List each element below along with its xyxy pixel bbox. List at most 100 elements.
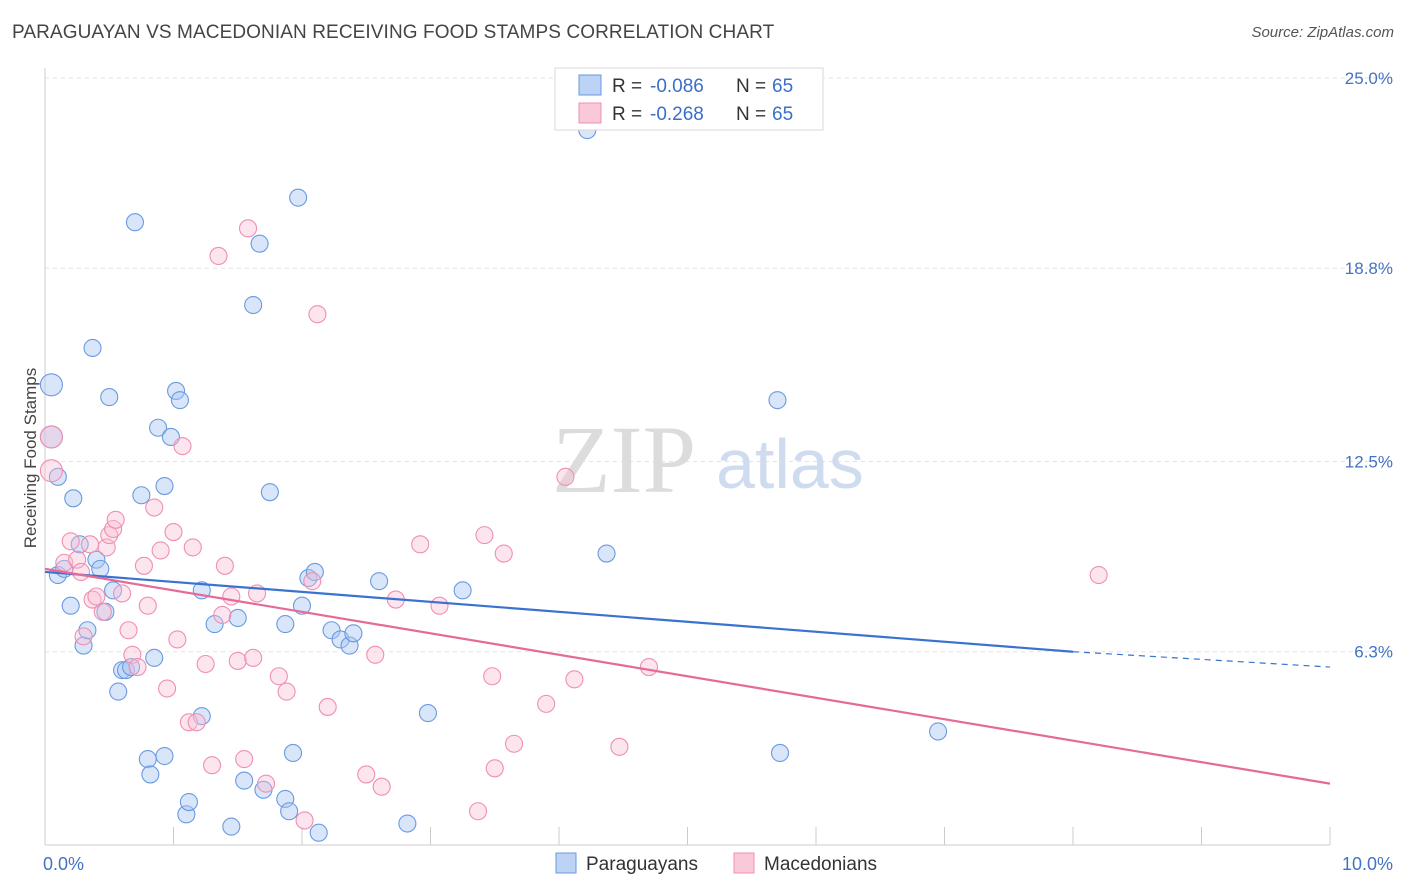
paraguayans-point-26 xyxy=(155,746,174,766)
y-axis-label: Receiving Food Stamps xyxy=(21,368,40,548)
y-tick-label-0: 6.3% xyxy=(1354,643,1393,662)
macedonians-point-48 xyxy=(357,765,376,784)
legend-r-label-2: R = xyxy=(612,104,642,125)
macedonians-point-50 xyxy=(372,777,391,796)
macedonians-point-32 xyxy=(209,246,228,265)
paraguayans-point-11 xyxy=(87,550,106,569)
macedonians-point-52 xyxy=(411,535,430,554)
paraguayans-point-58 xyxy=(418,704,437,723)
legend-n-value-1: 65 xyxy=(772,76,793,97)
macedonians-point-9 xyxy=(87,587,106,606)
legend-bottom: Paraguayans Macedonians xyxy=(555,852,877,875)
legend-top: R = -0.086 N = 65 R = -0.268 N = 65 xyxy=(554,67,824,131)
macedonians-point-53 xyxy=(430,596,449,615)
macedonians-point-34 xyxy=(215,556,234,575)
macedonians-point-29 xyxy=(187,713,206,732)
paraguayans-point-36 xyxy=(222,817,241,836)
macedonians-point-44 xyxy=(295,811,314,830)
macedonians-point-23 xyxy=(158,679,177,698)
macedonians-point-57 xyxy=(483,667,502,686)
paraguayans-point-21 xyxy=(132,486,151,505)
paraguayans-point-14 xyxy=(100,388,119,407)
legend-bottom-swatch-paraguayans xyxy=(555,852,577,874)
paraguayans-point-29 xyxy=(167,381,186,400)
macedonians-point-1 xyxy=(39,459,63,483)
macedonians-point-31 xyxy=(203,756,222,775)
paraguayans-point-43 xyxy=(276,615,295,634)
legend-n-label-2: N = xyxy=(736,104,766,125)
macedonians-point-7 xyxy=(80,535,100,554)
points-layer xyxy=(39,121,1108,842)
paraguayans-point-57 xyxy=(398,814,417,833)
macedonians-point-21 xyxy=(145,498,164,517)
paraguayans-point-24 xyxy=(145,648,164,667)
macedonians-point-58 xyxy=(494,544,513,563)
macedonians-point-63 xyxy=(610,737,629,756)
paraguayans-point-47 xyxy=(289,188,308,207)
watermark-zip: ZIP xyxy=(552,406,696,513)
legend-bottom-paraguayans: Paraguayans xyxy=(586,854,698,875)
paraguayans-point-50 xyxy=(309,823,328,842)
macedonians-point-47 xyxy=(318,697,337,716)
trend-line-paraguayans-extension xyxy=(1072,651,1331,668)
macedonians-point-62 xyxy=(565,670,584,689)
paraguayans-point-16 xyxy=(109,682,128,701)
legend-n-label-1: N = xyxy=(736,76,766,97)
macedonians-point-61 xyxy=(556,467,575,486)
paraguayans-point-8 xyxy=(74,636,93,655)
macedonians-point-65 xyxy=(1089,565,1108,585)
paraguayans-point-39 xyxy=(244,295,263,315)
paraguayans-point-40 xyxy=(250,234,269,253)
paraguayans-point-37 xyxy=(228,608,247,628)
x-tick-label-0: 0.0% xyxy=(43,854,84,874)
macedonians-point-5 xyxy=(71,562,91,581)
legend-bottom-macedonians: Macedonians xyxy=(764,854,877,875)
macedonians-point-10 xyxy=(93,602,112,621)
macedonians-point-38 xyxy=(238,219,258,238)
paraguayans-point-56 xyxy=(370,572,389,591)
macedonians-point-64 xyxy=(639,658,659,677)
paraguayans-point-45 xyxy=(280,802,299,821)
macedonians-point-35 xyxy=(222,587,241,606)
macedonians-point-42 xyxy=(269,667,288,686)
legend-r-value-1: -0.086 xyxy=(650,76,704,97)
paraguayans-point-42 xyxy=(260,483,279,502)
legend-bottom-swatch-macedonians xyxy=(733,852,755,874)
x-tick-label-1: 10.0% xyxy=(1342,854,1393,874)
trend-line-macedonians xyxy=(44,567,1331,785)
paraguayans-point-55 xyxy=(344,624,363,643)
macedonians-point-14 xyxy=(106,510,125,529)
macedonians-point-49 xyxy=(366,645,385,664)
y-tick-label-1: 12.5% xyxy=(1345,453,1393,472)
paraguayans-point-0 xyxy=(39,373,63,397)
macedonians-point-33 xyxy=(213,605,232,624)
paraguayans-point-6 xyxy=(64,489,83,508)
macedonians-point-37 xyxy=(235,750,254,769)
macedonians-point-46 xyxy=(303,572,322,591)
macedonians-point-59 xyxy=(504,734,524,753)
paraguayans-point-62 xyxy=(768,391,787,410)
macedonians-point-54 xyxy=(468,802,488,821)
paraguayans-point-5 xyxy=(61,596,80,615)
macedonians-point-3 xyxy=(61,532,80,551)
trend-lines-layer xyxy=(44,567,1331,785)
macedonians-point-27 xyxy=(179,713,198,732)
macedonians-point-28 xyxy=(183,538,202,557)
legend-swatch-macedonians xyxy=(578,102,602,124)
paraguayans-point-22 xyxy=(138,750,157,769)
paraguayans-point-30 xyxy=(170,391,189,410)
legend-r-label-1: R = xyxy=(612,76,642,97)
axis-layer xyxy=(44,68,1331,846)
trend-line-paraguayans xyxy=(44,570,1074,653)
paraguayans-point-25 xyxy=(149,418,168,437)
macedonians-point-55 xyxy=(475,526,494,545)
series-paraguayans xyxy=(39,121,948,842)
macedonians-point-39 xyxy=(244,648,263,667)
macedonians-point-20 xyxy=(138,596,157,615)
paraguayans-point-10 xyxy=(83,338,102,358)
chart-title: PARAGUAYAN VS MACEDONIAN RECEIVING FOOD … xyxy=(12,22,775,43)
y-tick-label-3: 25.0% xyxy=(1345,69,1393,88)
macedonians-point-19 xyxy=(134,556,153,575)
paraguayans-point-48 xyxy=(292,596,312,615)
